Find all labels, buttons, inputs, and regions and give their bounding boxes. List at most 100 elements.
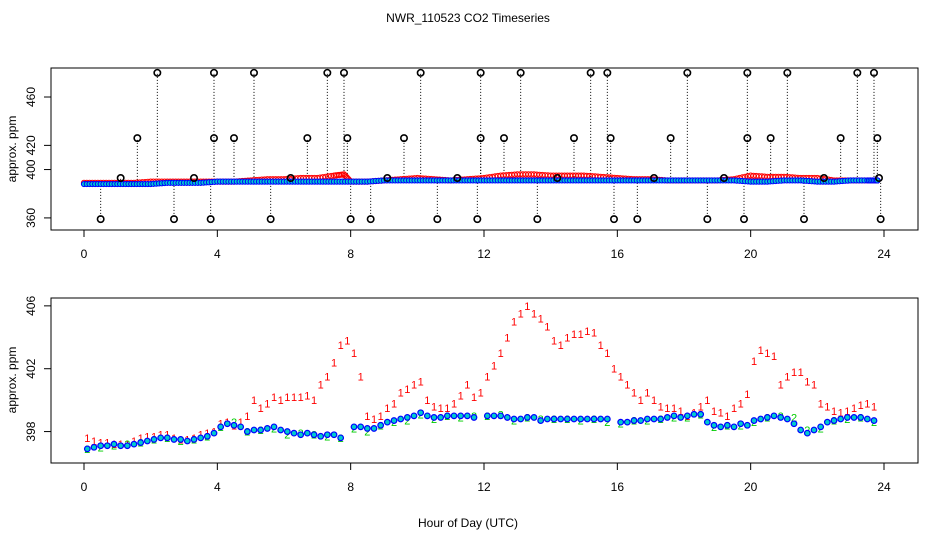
series-1-point: 1 xyxy=(91,436,97,448)
bottom-x-tick-label: 16 xyxy=(611,480,625,494)
flag-point xyxy=(766,134,775,143)
series-1-point: 1 xyxy=(491,361,497,373)
series-3-point xyxy=(783,415,791,423)
series-3-point xyxy=(770,412,778,420)
series-3-point xyxy=(317,432,325,440)
flag-point xyxy=(743,68,752,77)
series-1-point: 1 xyxy=(324,372,330,384)
series-3-point xyxy=(310,431,318,439)
series-3-point xyxy=(263,425,271,432)
series-1-point: 1 xyxy=(244,411,250,423)
series-1-point: 1 xyxy=(264,398,270,410)
series-1-point: 1 xyxy=(311,395,317,407)
flag-point xyxy=(586,68,595,77)
flag-point xyxy=(873,134,882,143)
series-3-point xyxy=(790,420,798,428)
series-3-point xyxy=(143,437,151,445)
top-x-tick-label: 12 xyxy=(477,247,491,261)
flag-point xyxy=(633,215,642,224)
series-3-point xyxy=(843,414,851,421)
series-1-point: 1 xyxy=(411,379,417,391)
bottom-y-tick-label: 406 xyxy=(24,296,38,316)
flag-point xyxy=(783,68,792,77)
flag-point xyxy=(499,134,508,143)
series-1-point: 1 xyxy=(811,379,817,391)
series-3-point xyxy=(717,423,725,431)
flag-point xyxy=(603,68,612,77)
flag-point xyxy=(533,215,542,224)
series-3-point xyxy=(630,417,638,424)
series-1-point: 1 xyxy=(704,395,710,407)
flag-point xyxy=(339,68,348,77)
series-3-point xyxy=(730,423,738,431)
series-3-point xyxy=(837,415,845,423)
series-3-point xyxy=(650,415,658,423)
series-1-point: 1 xyxy=(291,392,297,404)
series-3-point xyxy=(590,415,598,423)
series-1-point: 1 xyxy=(831,406,837,418)
series-1-point: 1 xyxy=(391,398,397,410)
flag-point xyxy=(303,134,312,143)
series-1-point: 1 xyxy=(438,403,444,415)
series-3-point xyxy=(337,434,345,442)
flag-point xyxy=(206,215,215,224)
series-3-point xyxy=(623,418,631,426)
series-3-point xyxy=(603,415,611,423)
series-3-point xyxy=(490,412,498,420)
series-1-point: 1 xyxy=(664,403,670,415)
series-2-point: 2 xyxy=(284,430,290,442)
series-1-point: 1 xyxy=(464,379,470,391)
series-3-point xyxy=(737,420,745,428)
series-3-point xyxy=(97,442,105,450)
series-3-point xyxy=(157,434,165,442)
series-3-point xyxy=(303,429,311,437)
flag-point xyxy=(719,174,728,183)
series-3-point xyxy=(563,415,571,423)
chart-title: NWR_110523 CO2 Timeseries xyxy=(386,11,550,25)
series-3-point xyxy=(137,439,145,446)
series-1-point: 1 xyxy=(498,348,504,360)
series-3-point xyxy=(223,420,231,428)
series-3-point xyxy=(103,442,111,450)
flag-point xyxy=(553,174,562,183)
series-3-point xyxy=(643,415,651,423)
series-3-point xyxy=(377,421,385,429)
series-3-point xyxy=(257,426,265,434)
series-3-point xyxy=(390,417,398,424)
flag-point xyxy=(569,134,578,143)
series-1-point: 1 xyxy=(378,411,384,423)
series-1-point: 1 xyxy=(678,406,684,418)
series-1-point: 1 xyxy=(331,357,337,369)
series-1-point: 1 xyxy=(371,414,377,426)
series-3-point xyxy=(510,415,518,423)
series-3-point xyxy=(857,414,865,421)
top-x-tick-label: 0 xyxy=(81,247,88,261)
flag-point xyxy=(649,174,658,183)
series-3-point xyxy=(797,426,805,434)
flag-point xyxy=(266,215,275,224)
top-y-tick-label: 460 xyxy=(24,87,38,107)
series-1-point: 1 xyxy=(778,379,784,391)
series-1-point: 1 xyxy=(304,390,310,402)
top-x-tick-label: 20 xyxy=(744,247,758,261)
series-1-point: 1 xyxy=(771,351,777,363)
series-3-point xyxy=(523,414,531,421)
series-1-point: 1 xyxy=(471,392,477,404)
flag-point xyxy=(116,174,125,183)
series-3-point xyxy=(497,412,505,420)
series-1-point: 1 xyxy=(618,372,624,384)
flag-point xyxy=(799,215,808,224)
series-3-point xyxy=(290,429,298,437)
bottom-x-tick-label: 0 xyxy=(81,480,88,494)
series-3-point xyxy=(230,421,238,429)
series-3-point xyxy=(577,415,585,423)
series-3-point xyxy=(703,418,711,426)
series-3-point xyxy=(130,440,138,448)
series-3-point xyxy=(723,421,731,429)
series-3-point xyxy=(123,442,131,450)
series-3-point xyxy=(350,423,358,431)
series-3-point xyxy=(583,415,591,423)
bottom-y-tick-label: 398 xyxy=(24,421,38,441)
series-3-point xyxy=(450,412,458,420)
